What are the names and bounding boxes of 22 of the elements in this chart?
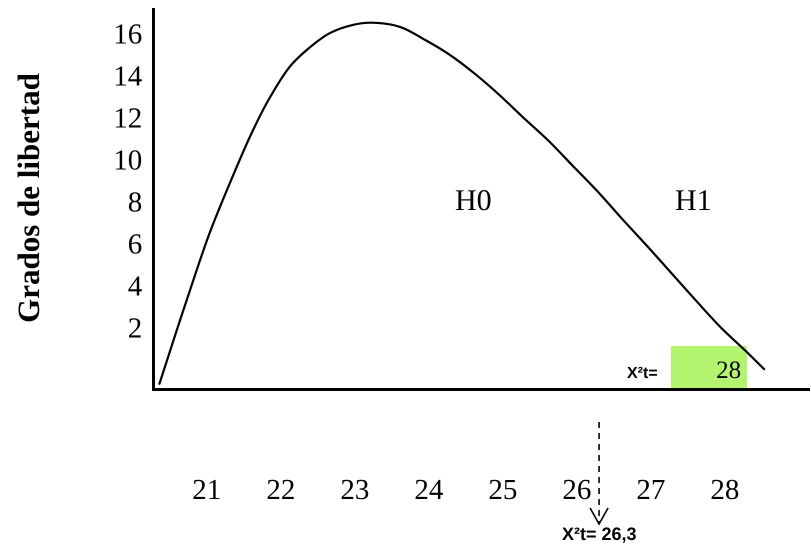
x-tick-label: 22	[266, 474, 296, 506]
annotation: H0	[455, 184, 492, 217]
y-tick-label: 2	[128, 312, 142, 344]
text: X²t= 28	[627, 357, 742, 384]
x-tick-label: 28	[710, 474, 740, 506]
x-tick-label: 24	[414, 474, 444, 506]
y-tick-label: 16	[113, 18, 142, 50]
y-tick-label: 8	[128, 186, 142, 218]
x-tick-label: 26	[562, 474, 592, 506]
y-tick-label: 4	[128, 270, 143, 302]
y-tick-label: 12	[113, 102, 142, 134]
x-tick-label: 27	[636, 474, 666, 506]
x-tick-label: 23	[340, 474, 370, 506]
y-axis-title: Grados de libertad	[10, 73, 46, 323]
y-tick-label: 10	[113, 144, 142, 176]
y-tick-label: 14	[113, 60, 143, 92]
annotation: X²t= 26,3	[562, 524, 637, 544]
x-tick-label: 21	[192, 474, 222, 506]
line-series	[158, 22, 766, 385]
y-tick-label: 6	[128, 228, 142, 260]
x-tick-label: 25	[488, 474, 518, 506]
annotation: H1	[675, 184, 712, 217]
